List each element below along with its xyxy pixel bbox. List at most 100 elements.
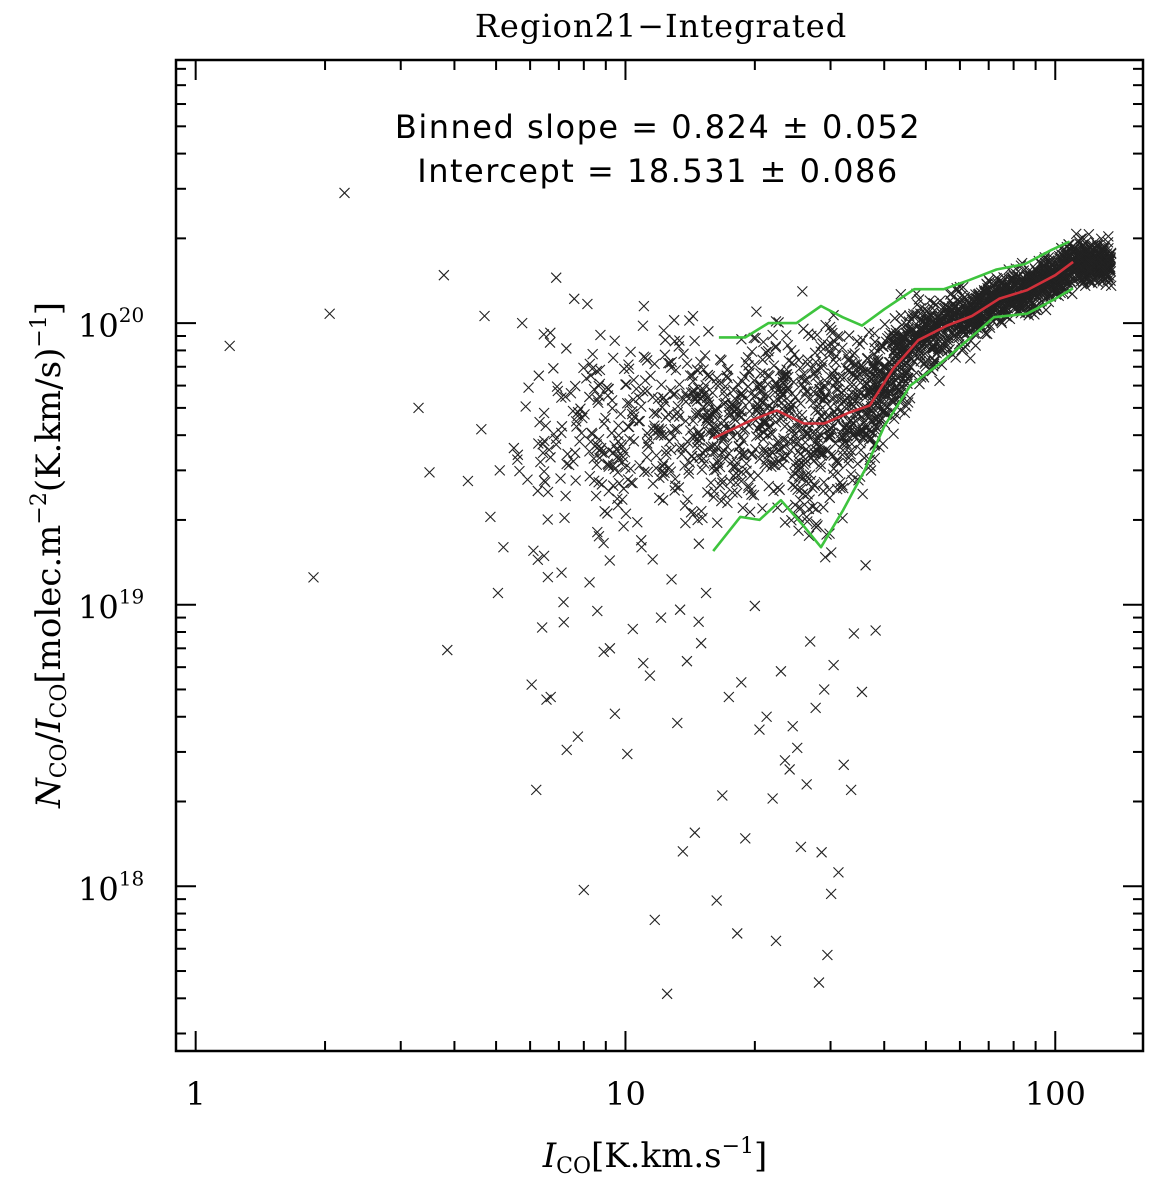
- scatter-point: [685, 387, 697, 398]
- scatter-point: [586, 427, 598, 439]
- scatter-point: [567, 455, 579, 467]
- scatter-point: [743, 480, 754, 492]
- scatter-point: [620, 379, 632, 390]
- scatter-point: [871, 413, 883, 425]
- scatter-point: [556, 567, 567, 579]
- scatter-point: [689, 335, 701, 347]
- y-tick-exp: 20: [119, 303, 144, 327]
- scatter-point: [655, 379, 667, 391]
- scatter-point: [571, 421, 582, 432]
- scatter-point: [705, 441, 717, 453]
- scatter-point: [884, 384, 895, 396]
- scatter-point: [600, 412, 611, 424]
- scatter-point: [1094, 250, 1106, 261]
- scatter-point: [690, 410, 702, 421]
- scatter-point: [777, 373, 789, 385]
- scatter-point: [802, 446, 814, 458]
- scatter-point: [1010, 268, 1022, 280]
- scatter-point: [1063, 238, 1074, 250]
- scatter-point: [944, 308, 955, 320]
- scatter-point: [826, 423, 838, 435]
- scatter-point: [770, 416, 782, 428]
- scatter-point: [778, 433, 789, 444]
- scatter-point: [485, 511, 496, 523]
- scatter-point: [625, 346, 636, 358]
- scatter-point: [879, 318, 891, 330]
- scatter-point: [714, 461, 726, 473]
- scatter-point: [691, 437, 703, 449]
- scatter-point: [811, 364, 823, 376]
- scatter-point: [835, 393, 847, 405]
- scatter-point: [736, 449, 748, 461]
- scatter-point: [678, 348, 689, 360]
- scatter-point: [590, 490, 602, 502]
- scatter-point: [674, 604, 686, 616]
- scatter-point: [533, 370, 545, 382]
- scatter-point: [634, 459, 645, 471]
- scatter-point: [757, 502, 768, 514]
- scatter-point: [628, 435, 640, 447]
- scatter-point: [591, 442, 603, 454]
- scatter-point: [438, 269, 450, 281]
- x-tick-label: 1: [185, 1075, 205, 1113]
- scatter-point: [758, 443, 770, 455]
- scatter-point: [511, 454, 523, 466]
- scatter-point: [800, 425, 812, 437]
- scatter-point: [691, 442, 703, 454]
- scatter-point: [716, 355, 727, 366]
- scatter-point: [1102, 275, 1114, 286]
- scatter-point: [856, 360, 867, 371]
- scatter-point: [669, 480, 681, 492]
- scatter-point: [831, 383, 842, 395]
- scatter-point: [810, 518, 822, 530]
- scatter-point: [1068, 275, 1080, 287]
- scatter-point: [876, 402, 888, 414]
- scatter-point: [530, 784, 542, 796]
- scatter-point: [615, 408, 626, 420]
- scatter-point: [598, 537, 609, 549]
- scatter-point: [578, 362, 589, 374]
- scatter-point: [584, 577, 595, 588]
- scatter-point: [828, 354, 839, 366]
- scatter-point: [575, 403, 586, 415]
- scatter-point: [700, 587, 712, 599]
- scatter-point: [791, 742, 803, 754]
- annotation-slope: Binned slope = 0.824 ± 0.052: [395, 108, 921, 146]
- scatter-point: [1083, 228, 1095, 240]
- scatter-point: [869, 328, 880, 339]
- scatter-point: [947, 307, 959, 319]
- scatter-point: [728, 401, 740, 413]
- scatter-point: [707, 441, 719, 452]
- scatter-point: [815, 461, 826, 473]
- scatter-point: [775, 665, 787, 677]
- scatter-point: [738, 448, 750, 460]
- scatter-point: [780, 380, 792, 392]
- scatter-point: [609, 708, 621, 720]
- scatter-point: [881, 332, 893, 344]
- scatter-point: [555, 473, 566, 484]
- scatter-point: [607, 480, 619, 492]
- scatter-point: [914, 324, 925, 336]
- scatter-point: [623, 421, 635, 433]
- scatter-point: [718, 398, 730, 410]
- scatter-point: [693, 538, 705, 550]
- x-axis-label: ICO[K.km.s−1]: [542, 1134, 768, 1179]
- scatter-point: [723, 410, 735, 421]
- scatter-point: [860, 378, 872, 390]
- scatter-point: [937, 338, 949, 350]
- scatter-point: [1095, 233, 1107, 245]
- scatter-point: [424, 467, 435, 478]
- scatter-point: [607, 352, 619, 364]
- y-tick-exp: 19: [119, 585, 144, 609]
- scatter-point: [731, 457, 743, 469]
- scatter-point: [748, 489, 760, 501]
- scatter-point: [754, 419, 766, 431]
- scatter-point: [694, 452, 706, 464]
- y-label-i-sub: CO: [47, 684, 72, 719]
- scatter-point: [897, 343, 908, 354]
- scatter-point: [852, 458, 864, 470]
- scatter-point: [822, 339, 834, 351]
- scatter-point: [743, 419, 754, 431]
- scatter-point: [735, 475, 747, 487]
